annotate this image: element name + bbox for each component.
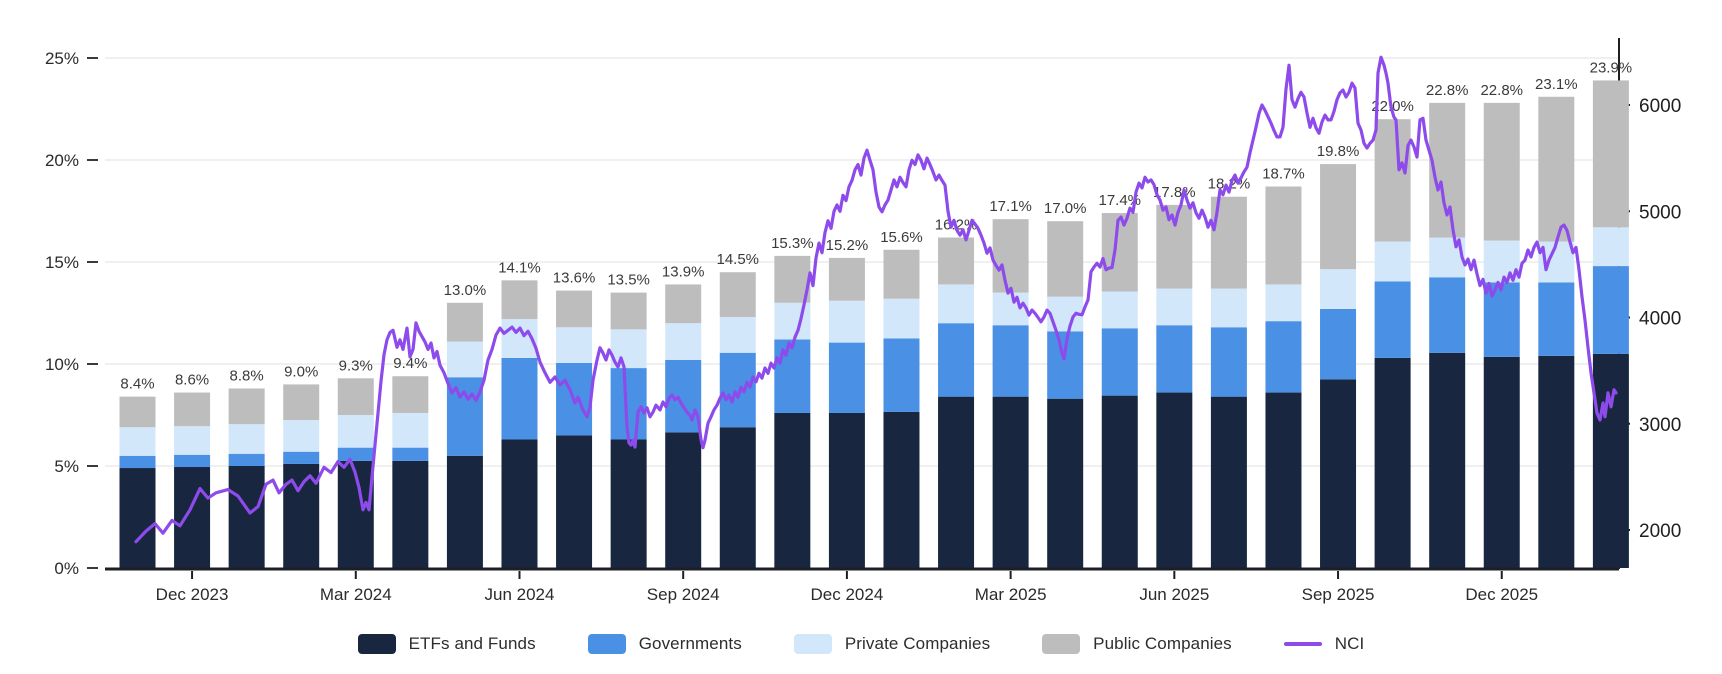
svg-text:13.6%: 13.6%	[553, 270, 596, 287]
svg-text:25%: 25%	[45, 49, 79, 68]
legend-label: Public Companies	[1093, 634, 1232, 653]
legend-label: Private Companies	[844, 634, 991, 653]
legend-item-private-companies[interactable]: Private Companies	[793, 634, 991, 654]
svg-text:5000: 5000	[1639, 202, 1681, 223]
nci-line-swatch-icon	[1283, 642, 1322, 646]
svg-text:18.7%: 18.7%	[1262, 166, 1305, 183]
svg-text:5%: 5%	[54, 457, 79, 476]
legend-item-nci[interactable]: NCI	[1283, 634, 1365, 654]
svg-text:15.3%: 15.3%	[771, 235, 814, 252]
public-companies-swatch-icon	[1042, 634, 1081, 654]
svg-text:Sep 2025: Sep 2025	[1302, 585, 1375, 604]
svg-text:4000: 4000	[1639, 309, 1681, 330]
svg-text:0%: 0%	[54, 559, 79, 578]
svg-text:6000: 6000	[1639, 96, 1681, 117]
svg-text:17.0%: 17.0%	[1044, 200, 1087, 217]
svg-text:Jun 2025: Jun 2025	[1139, 585, 1209, 604]
svg-text:Mar 2024: Mar 2024	[320, 585, 392, 604]
svg-text:23.9%: 23.9%	[1590, 59, 1633, 76]
svg-text:15%: 15%	[45, 253, 79, 272]
combo-chart[interactable]: 0% 5% 10% 15% 20% 25% 2000 3000 4000 5000 6000 8.4%…	[0, 0, 1722, 620]
svg-text:22.8%: 22.8%	[1426, 82, 1469, 99]
svg-text:Sep 2024: Sep 2024	[647, 585, 720, 604]
svg-text:8.8%: 8.8%	[230, 367, 264, 384]
legend: ETFs and Funds Governments Private Compa…	[0, 622, 1722, 666]
svg-text:8.6%: 8.6%	[175, 372, 209, 389]
chart-area: 0% 5% 10% 15% 20% 25% 2000 3000 4000 5000 6000 8.4%…	[0, 0, 1722, 620]
svg-text:17.4%: 17.4%	[1098, 192, 1141, 209]
svg-text:15.6%: 15.6%	[880, 229, 923, 246]
svg-text:9.0%: 9.0%	[284, 363, 318, 380]
svg-text:19.8%: 19.8%	[1317, 143, 1360, 160]
svg-text:23.1%: 23.1%	[1535, 76, 1578, 93]
legend-item-etfs-and-funds[interactable]: ETFs and Funds	[357, 634, 536, 654]
legend-item-governments[interactable]: Governments	[587, 634, 742, 654]
etfs-and-funds-swatch-icon	[357, 634, 396, 654]
legend-label: ETFs and Funds	[408, 634, 536, 653]
svg-text:13.9%: 13.9%	[662, 263, 705, 280]
legend-label: NCI	[1334, 634, 1365, 653]
svg-text:2000: 2000	[1639, 521, 1681, 542]
svg-text:8.4%: 8.4%	[120, 376, 154, 393]
svg-text:Dec 2023: Dec 2023	[156, 585, 229, 604]
svg-text:14.5%: 14.5%	[716, 251, 759, 268]
svg-text:20%: 20%	[45, 151, 79, 170]
svg-text:3000: 3000	[1639, 415, 1681, 436]
governments-swatch-icon	[587, 634, 626, 654]
svg-text:13.0%: 13.0%	[444, 282, 487, 299]
legend-item-public-companies[interactable]: Public Companies	[1042, 634, 1232, 654]
svg-text:Dec 2024: Dec 2024	[811, 585, 884, 604]
svg-text:15.2%: 15.2%	[826, 237, 869, 254]
svg-text:10%: 10%	[45, 355, 79, 374]
svg-text:17.1%: 17.1%	[989, 198, 1032, 215]
svg-text:9.4%: 9.4%	[393, 355, 427, 372]
svg-text:13.5%: 13.5%	[607, 272, 650, 289]
svg-text:Dec 2025: Dec 2025	[1465, 585, 1538, 604]
svg-text:14.1%: 14.1%	[498, 259, 541, 276]
svg-text:22.0%: 22.0%	[1371, 98, 1414, 115]
private-companies-swatch-icon	[793, 634, 832, 654]
svg-text:22.8%: 22.8%	[1480, 82, 1523, 99]
svg-text:9.3%: 9.3%	[339, 357, 373, 374]
svg-text:Jun 2024: Jun 2024	[485, 585, 555, 604]
svg-text:Mar 2025: Mar 2025	[975, 585, 1047, 604]
legend-label: Governments	[638, 634, 742, 653]
